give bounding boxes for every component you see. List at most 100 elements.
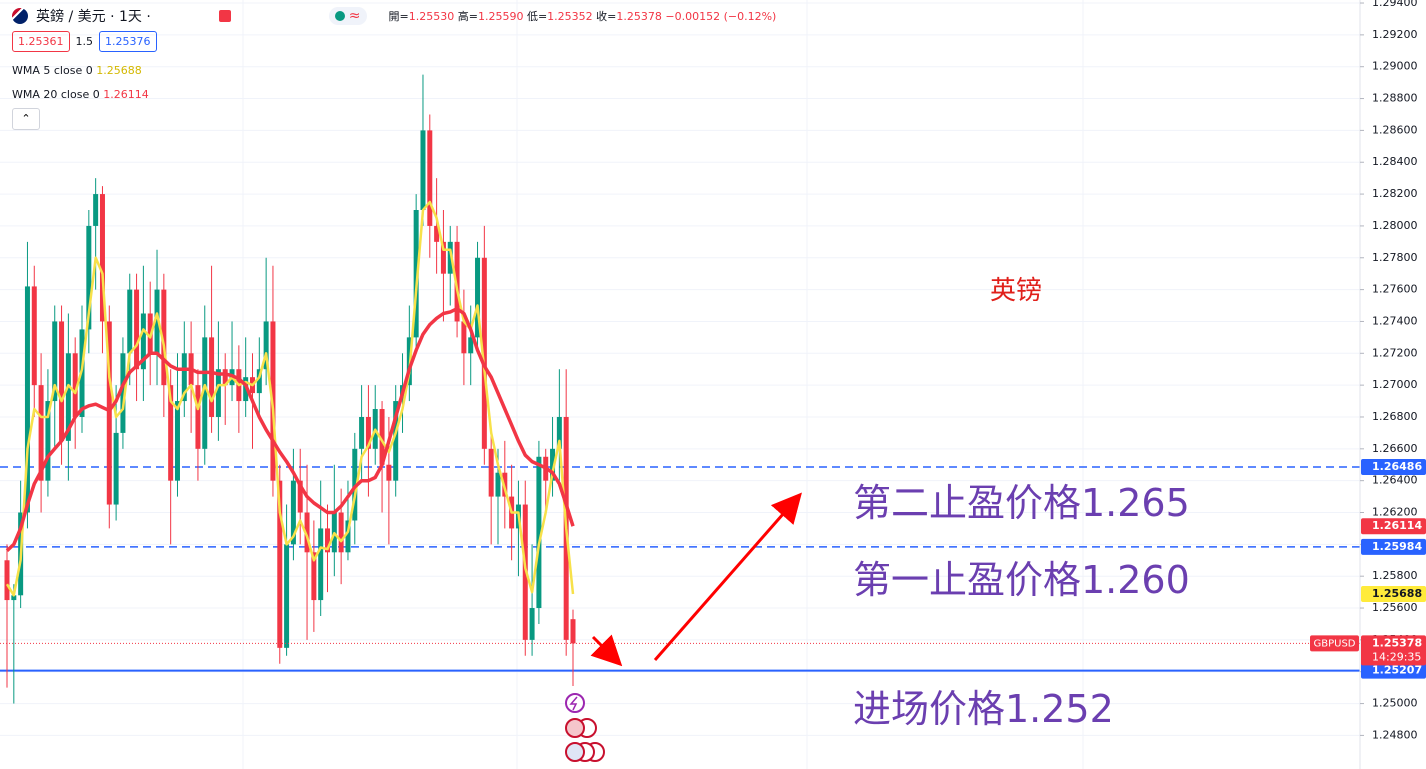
candle-body bbox=[127, 289, 133, 354]
candle-body bbox=[168, 385, 174, 481]
candle-body bbox=[345, 520, 351, 553]
candle-body bbox=[45, 401, 51, 481]
price-badge-label: 1.26486 bbox=[1372, 460, 1422, 473]
candle-body bbox=[386, 464, 392, 481]
candle-body bbox=[359, 416, 365, 449]
candles bbox=[4, 74, 576, 704]
candle-body bbox=[434, 225, 440, 242]
candle-body bbox=[120, 353, 126, 433]
annotation: 英镑 bbox=[990, 276, 1043, 306]
y-tick-label: 1.29400 bbox=[1372, 0, 1418, 9]
ohlc-value: 1.25590 bbox=[477, 10, 524, 23]
status-pill[interactable]: ≈ bbox=[328, 7, 367, 25]
price-badge-label: 1.26114 bbox=[1372, 519, 1422, 532]
candle-body bbox=[154, 289, 160, 354]
indicator-line bbox=[5, 200, 575, 597]
legend-item: WMA 5 close 0 1.25688 bbox=[12, 64, 142, 77]
price-badge bbox=[1361, 586, 1426, 603]
y-tick-label: 1.27000 bbox=[1372, 378, 1418, 391]
y-tick-label: 1.25800 bbox=[1372, 569, 1418, 582]
annotation: 第一止盈价格1.260 bbox=[853, 558, 1190, 602]
candle-body bbox=[31, 286, 37, 386]
candle-body bbox=[38, 385, 44, 481]
y-tick-label: 1.26200 bbox=[1372, 506, 1418, 519]
legend-name: WMA 20 close 0 bbox=[12, 88, 100, 101]
y-tick-label: 1.26400 bbox=[1372, 474, 1418, 487]
y-tick-label: 1.28200 bbox=[1372, 187, 1418, 200]
candle-body bbox=[454, 241, 460, 322]
event-icon[interactable] bbox=[565, 742, 585, 762]
candle-body bbox=[113, 432, 119, 505]
ohlc-value: 1.25378 bbox=[616, 10, 662, 23]
price-badge bbox=[1361, 518, 1426, 535]
arrow bbox=[590, 634, 623, 667]
candle-body bbox=[52, 321, 58, 402]
event-icon[interactable] bbox=[565, 718, 585, 738]
candle-body bbox=[222, 369, 228, 386]
collapse-button[interactable]: ⌃ bbox=[12, 108, 40, 130]
candle-body bbox=[134, 289, 140, 370]
event-icon-glyph bbox=[569, 696, 578, 711]
price-badge-label: 1.25688 bbox=[1372, 587, 1422, 600]
flag-button[interactable] bbox=[218, 10, 231, 22]
candle-body bbox=[318, 528, 324, 601]
candle-body bbox=[495, 472, 501, 497]
symbol-badge-label: GBPUSD bbox=[1313, 638, 1355, 649]
spread: 1.5 bbox=[75, 35, 94, 48]
candle-body bbox=[413, 210, 419, 338]
bid[interactable]: 1.25361 bbox=[12, 31, 70, 52]
annotation: 第二止盈价格1.265 bbox=[853, 481, 1190, 525]
candle-body bbox=[440, 241, 446, 274]
countdown: 14:29:35 bbox=[1372, 650, 1421, 663]
y-tick-label: 1.27800 bbox=[1372, 251, 1418, 264]
candle-body bbox=[256, 369, 262, 394]
candle-body bbox=[420, 130, 426, 211]
candle-body bbox=[106, 321, 112, 505]
candle-body bbox=[4, 560, 10, 601]
legend-item: WMA 20 close 0 1.26114 bbox=[12, 88, 149, 101]
ohlc-value: 1.25352 bbox=[547, 10, 593, 23]
grid bbox=[0, 0, 1360, 769]
candle-body bbox=[11, 595, 17, 601]
candle-body bbox=[59, 321, 65, 441]
candle-body bbox=[475, 257, 481, 338]
y-tick-label: 1.25600 bbox=[1372, 601, 1418, 614]
symbol-badge bbox=[1310, 635, 1359, 652]
event-icon[interactable] bbox=[565, 693, 585, 713]
y-tick-label: 1.28000 bbox=[1372, 219, 1418, 232]
candle-body bbox=[215, 369, 221, 417]
price-badge bbox=[1361, 458, 1426, 475]
candle-body bbox=[536, 456, 542, 609]
price-badge bbox=[1361, 635, 1426, 666]
y-tick-label: 1.29200 bbox=[1372, 28, 1418, 41]
legend-value: 1.26114 bbox=[103, 88, 149, 101]
price-badge bbox=[1361, 662, 1426, 679]
candle-body bbox=[550, 448, 556, 481]
candle-body bbox=[325, 528, 331, 553]
candle-body bbox=[195, 385, 201, 449]
y-tick-label: 1.28400 bbox=[1372, 155, 1418, 168]
ohlc-key: 開= bbox=[388, 10, 409, 23]
candle-body bbox=[202, 337, 208, 449]
header: 英鎊 / 美元 · 1天 · ≈ 開=1.25530 高=1.25590 低=1… bbox=[12, 6, 776, 26]
legend-name: WMA 5 close 0 bbox=[12, 64, 93, 77]
candle-body bbox=[263, 321, 269, 370]
y-tick-label: 1.26800 bbox=[1372, 410, 1418, 423]
symbol[interactable]: 英鎊 / 美元 · 1天 · bbox=[36, 9, 151, 25]
candle-body bbox=[468, 337, 474, 354]
y-tick-label: 1.27200 bbox=[1372, 346, 1418, 359]
ask[interactable]: 1.25376 bbox=[99, 31, 157, 52]
candle-body bbox=[290, 480, 296, 545]
y-tick-label: 1.27600 bbox=[1372, 283, 1418, 296]
candle-body bbox=[161, 289, 167, 386]
annotation: 进场价格1.252 bbox=[853, 687, 1114, 731]
y-tick-label: 1.25000 bbox=[1372, 697, 1418, 710]
y-tick-label: 1.28600 bbox=[1372, 123, 1418, 136]
ohlc-key: 收= bbox=[596, 10, 617, 23]
ohlc-key: 高= bbox=[457, 10, 478, 23]
candle-body bbox=[570, 619, 576, 644]
y-tick-label: 1.28800 bbox=[1372, 92, 1418, 105]
status-dot bbox=[334, 11, 345, 21]
